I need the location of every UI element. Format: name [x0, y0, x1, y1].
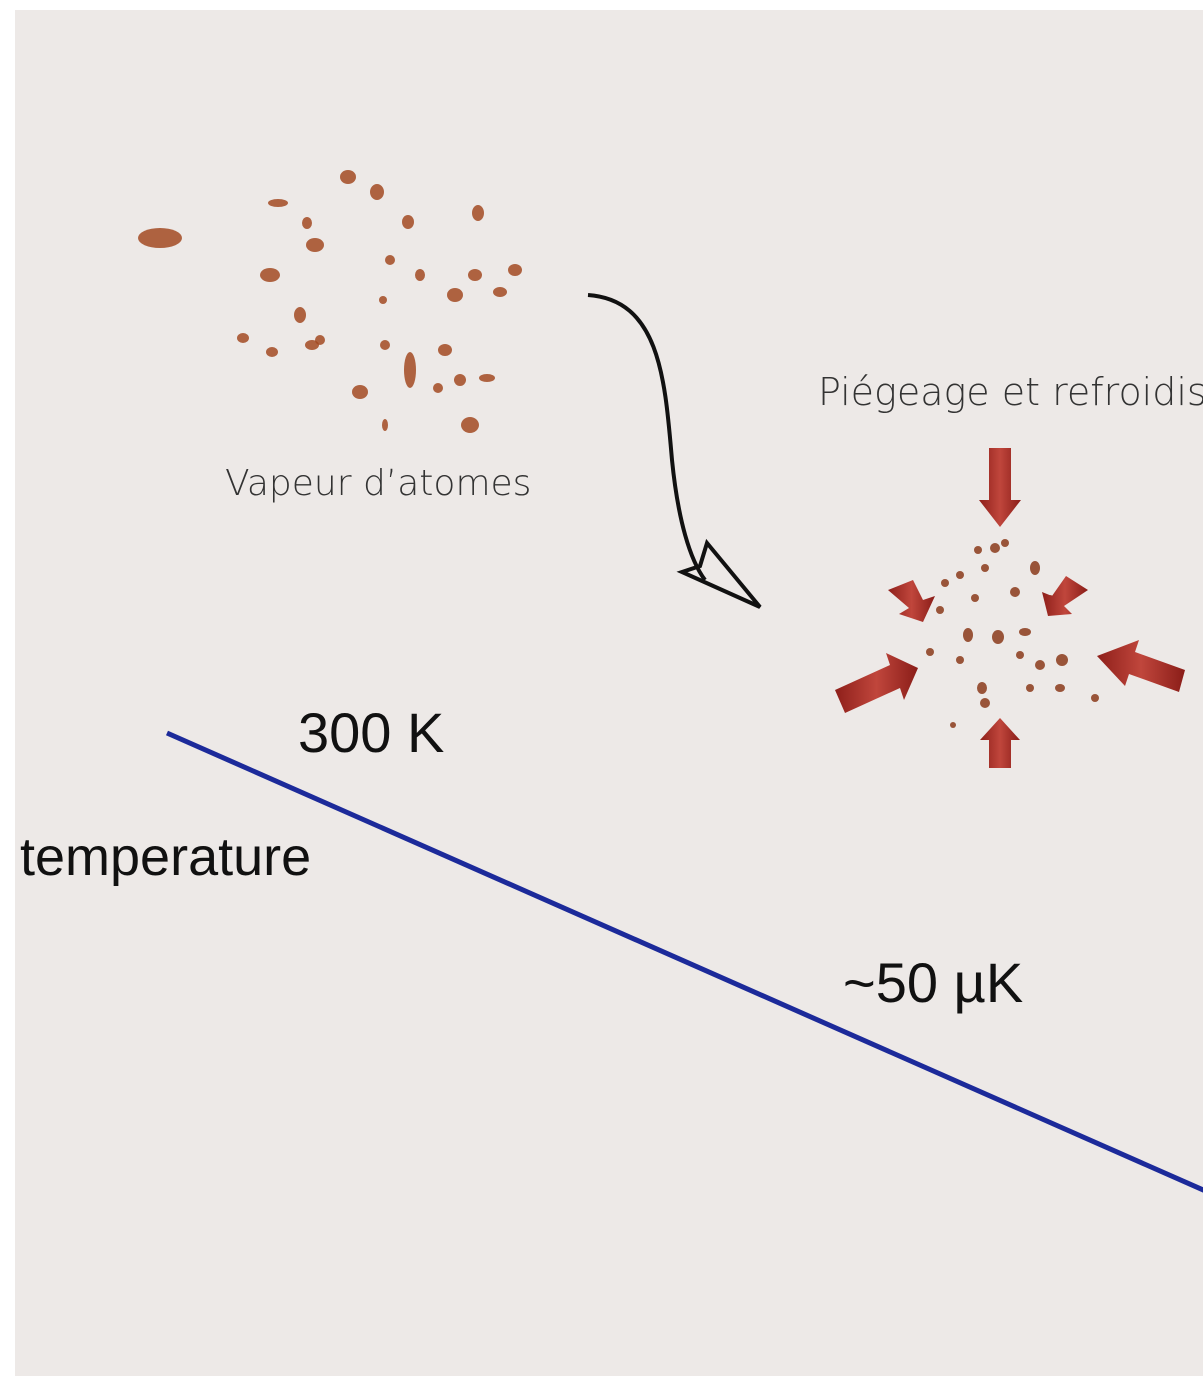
atom	[260, 268, 280, 282]
curved-arrow	[587, 293, 707, 582]
atom	[1016, 651, 1024, 659]
atom	[941, 579, 949, 587]
arrow-head	[676, 538, 762, 609]
atom	[266, 347, 278, 357]
atom	[415, 269, 425, 281]
atom	[433, 383, 443, 393]
atom	[382, 419, 388, 431]
high-temp-label: 300 K	[298, 701, 444, 764]
atom	[1056, 654, 1068, 666]
atom	[379, 296, 387, 304]
atom	[138, 228, 182, 248]
atom	[472, 205, 484, 221]
atom	[461, 417, 479, 433]
atom	[1001, 539, 1009, 547]
atom	[493, 287, 507, 297]
atom	[1035, 660, 1045, 670]
atom	[468, 269, 482, 281]
temperature-line	[165, 730, 1203, 1193]
atom	[1055, 684, 1065, 692]
vapor-label: Vapeur d’atomes	[225, 463, 531, 504]
atom	[479, 374, 495, 382]
laser-arrow	[979, 448, 1021, 527]
atom	[1019, 628, 1031, 636]
laser-arrow	[980, 718, 1020, 768]
atom	[981, 564, 989, 572]
atom	[1030, 561, 1040, 575]
atom	[992, 630, 1004, 644]
atom	[1026, 684, 1034, 692]
atom	[971, 594, 979, 602]
laser-arrows	[835, 448, 1185, 768]
axis-label: temperature	[20, 827, 311, 887]
laser-arrow	[835, 653, 918, 713]
atom	[956, 656, 964, 664]
atom	[370, 184, 384, 200]
low-temp-label: ~50 µK	[843, 951, 1023, 1014]
atom	[447, 288, 463, 302]
atoms	[138, 170, 1099, 728]
atom	[977, 682, 987, 694]
atom	[956, 571, 964, 579]
atom	[404, 352, 416, 388]
atom	[380, 340, 390, 350]
atom	[237, 333, 249, 343]
atom	[294, 307, 306, 323]
atom	[340, 170, 356, 184]
atom	[306, 238, 324, 252]
atom	[402, 215, 414, 229]
laser-arrow	[888, 580, 935, 622]
atom	[305, 340, 319, 350]
atom	[508, 264, 522, 276]
atom	[1010, 587, 1020, 597]
atom	[352, 385, 368, 399]
atom	[974, 546, 982, 554]
atom	[950, 722, 956, 728]
atom	[385, 255, 395, 265]
atom	[1091, 694, 1099, 702]
atom	[990, 543, 1000, 553]
background	[15, 10, 1203, 1376]
atom	[963, 628, 973, 642]
atom	[936, 606, 944, 614]
atom	[302, 217, 312, 229]
atom	[268, 199, 288, 207]
atom	[926, 648, 934, 656]
laser-arrow	[1042, 576, 1088, 616]
atom	[980, 698, 990, 708]
atom	[454, 374, 466, 386]
laser-arrow	[1097, 640, 1185, 692]
atom	[438, 344, 452, 356]
trapping-label: Piégeage et refroidissement	[818, 370, 1203, 414]
